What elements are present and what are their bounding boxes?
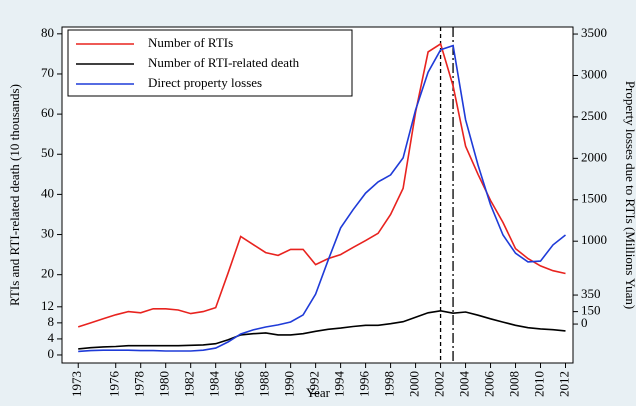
x-tick-label: 1973: [69, 371, 84, 397]
y-tick-label: 40: [41, 185, 54, 200]
legend-label: Number of RTIs: [148, 35, 233, 50]
y-tick-label: 80: [41, 25, 54, 40]
y-tick-label: 50: [41, 145, 54, 160]
x-tick-label: 1990: [282, 371, 297, 397]
y-tick-label: 0: [48, 346, 55, 361]
x-tick-label: 1996: [357, 371, 372, 398]
y2-tick-label: 2500: [581, 108, 607, 123]
y-tick-label: 60: [41, 105, 54, 120]
x-tick-label: 2006: [482, 371, 497, 398]
y-tick-label: 4: [48, 330, 55, 345]
x-tick-label: 2008: [507, 371, 522, 397]
x-tick-label: 1984: [207, 371, 222, 398]
legend-label: Number of RTI-related death: [148, 55, 300, 70]
legend-box: [67, 29, 353, 97]
x-tick-label: 2004: [457, 371, 472, 398]
y-tick-label: 30: [41, 226, 54, 241]
series-line: [78, 44, 566, 353]
x-tick-label: 2012: [556, 371, 571, 397]
x-axis-label: Year: [306, 385, 331, 400]
y2-tick-label: 1000: [581, 232, 607, 247]
x-tick-label: 1976: [107, 371, 122, 398]
series-line: [78, 309, 566, 350]
x-tick-label: 1986: [232, 371, 247, 398]
x-tick-label: 2000: [407, 371, 422, 397]
y-axis-label: RTIs and RTI-related death (10 thousands…: [7, 84, 22, 306]
x-tick-label: 1980: [157, 371, 172, 397]
x-tick-label: 2010: [532, 371, 547, 397]
y2-tick-label: 2000: [581, 149, 607, 164]
x-tick-label: 2002: [432, 371, 447, 397]
y2-tick-label: 3000: [581, 66, 607, 81]
x-tick-label: 1994: [332, 371, 347, 398]
y-tick-label: 70: [41, 65, 54, 80]
x-tick-label: 1978: [132, 371, 147, 397]
legend-label: Direct property losses: [148, 75, 262, 90]
y2-tick-label: 150: [581, 303, 601, 318]
y2-tick-label: 350: [581, 286, 601, 301]
y2-tick-label: 3500: [581, 25, 607, 40]
x-tick-label: 1998: [382, 371, 397, 397]
y2-tick-label: 1500: [581, 191, 607, 206]
y-tick-label: 20: [41, 266, 54, 281]
y-tick-label: 8: [48, 314, 55, 329]
y2-tick-label: 0: [581, 315, 588, 330]
x-tick-label: 1982: [182, 371, 197, 397]
y-tick-label: 12: [41, 298, 54, 313]
x-tick-label: 1992: [307, 371, 322, 397]
x-tick-label: 1988: [257, 371, 272, 397]
y2-axis-label: Property losses due to RTIs (Millions Yu…: [623, 81, 636, 309]
